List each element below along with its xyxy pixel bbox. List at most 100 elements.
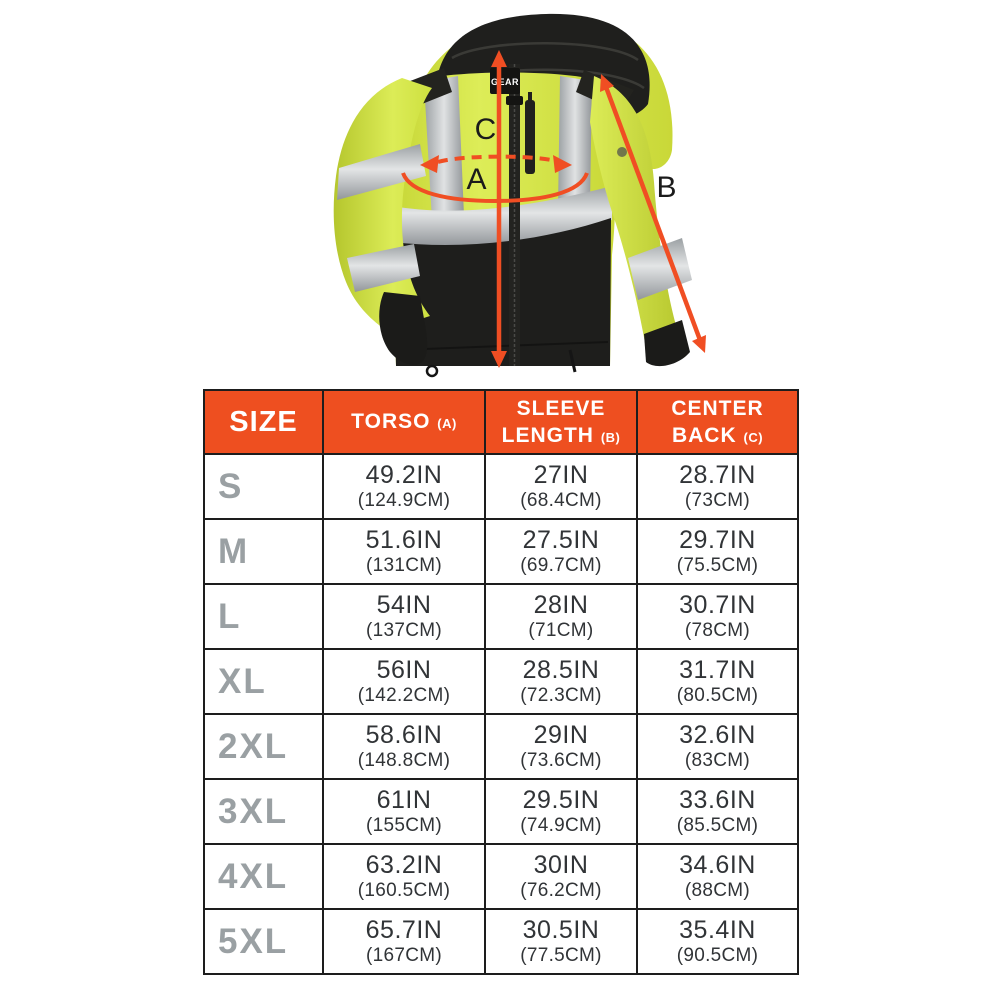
- torso-cm: (124.9CM): [357, 490, 451, 512]
- back-inches: 31.7IN: [679, 655, 756, 684]
- chest-pocket-zipper: [525, 100, 535, 174]
- sleeve-inches: 27IN: [533, 460, 589, 489]
- sleeve-cell: 30.5IN (77.5CM): [484, 908, 638, 975]
- torso-cell: 51.6IN (131CM): [322, 518, 486, 585]
- sleeve-cell: 30IN (76.2CM): [484, 843, 638, 910]
- sleeve-cell: 28IN (71CM): [484, 583, 638, 650]
- torso-inches: 54IN: [376, 590, 432, 619]
- torso-inches: 56IN: [376, 655, 432, 684]
- size-label: L: [203, 583, 324, 650]
- size-table-header: SIZE TORSO (A) SLEEVE LENGTH (B) CENTER: [203, 389, 799, 455]
- sleeve-inches: 29IN: [533, 720, 589, 749]
- hem-seam: [397, 341, 609, 351]
- torso-cell: 54IN (137CM): [322, 583, 486, 650]
- reflective-stripe-left: [424, 76, 464, 220]
- back-cell: 28.7IN (73CM): [636, 453, 799, 520]
- torso-cm: (131CM): [365, 555, 442, 577]
- table-row: 5XL 65.7IN (167CM) 30.5IN (77.5CM) 35.4I…: [203, 908, 799, 975]
- col-header-back: CENTER BACK (C): [636, 389, 799, 455]
- collar-knit-line: [451, 42, 639, 62]
- sleeve-cm: (73.6CM): [520, 750, 602, 772]
- torso-cell: 61IN (155CM): [322, 778, 486, 845]
- size-label: XL: [203, 648, 324, 715]
- size-table: SIZE TORSO (A) SLEEVE LENGTH (B) CENTER: [203, 389, 799, 975]
- back-inches: 33.6IN: [679, 785, 756, 814]
- back-cell: 31.7IN (80.5CM): [636, 648, 799, 715]
- back-inches: 29.7IN: [679, 525, 756, 554]
- torso-header-key: (A): [437, 416, 457, 432]
- torso-inches: 63.2IN: [365, 850, 443, 879]
- sleeve-cell: 29IN (73.6CM): [484, 713, 638, 780]
- sleeve-cm: (74.9CM): [520, 815, 602, 837]
- back-cell: 32.6IN (83CM): [636, 713, 799, 780]
- size-label: 2XL: [203, 713, 324, 780]
- sleeve-cm: (72.3CM): [520, 685, 602, 707]
- back-header-line1: CENTER: [671, 396, 764, 420]
- table-row: 3XL 61IN (155CM) 29.5IN (74.9CM) 33.6IN …: [203, 778, 799, 845]
- sleeve-logo-icon: [617, 147, 627, 157]
- drawcord-loop: [425, 364, 439, 378]
- torso-inches: 61IN: [376, 785, 432, 814]
- torso-cell: 58.6IN (148.8CM): [322, 713, 486, 780]
- lower-black-panel: [393, 218, 611, 366]
- back-inches: 28.7IN: [679, 460, 756, 489]
- sleeve-cell: 28.5IN (72.3CM): [484, 648, 638, 715]
- back-cell: 30.7IN (78CM): [636, 583, 799, 650]
- size-label: M: [203, 518, 324, 585]
- jacket-illustration: GEAR C A B: [333, 13, 706, 378]
- reflective-band-left-upper: [337, 144, 426, 200]
- table-row: XL 56IN (142.2CM) 28.5IN (72.3CM) 31.7IN…: [203, 648, 799, 715]
- torso-cell: 56IN (142.2CM): [322, 648, 486, 715]
- sleeve-inches: 30IN: [533, 850, 589, 879]
- table-row: S 49.2IN (124.9CM) 27IN (68.4CM) 28.7IN …: [203, 453, 799, 520]
- back-cm: (78CM): [684, 620, 751, 642]
- torso-header-text: TORSO: [351, 410, 431, 434]
- back-inches: 34.6IN: [679, 850, 756, 879]
- table-row: 4XL 63.2IN (160.5CM) 30IN (76.2CM) 34.6I…: [203, 843, 799, 910]
- zipper-pull: [506, 96, 523, 105]
- size-table-section: SIZE TORSO (A) SLEEVE LENGTH (B) CENTER: [203, 389, 799, 975]
- back-arrow-c: [491, 50, 507, 368]
- cuff-left-glove: [379, 292, 428, 365]
- back-cm: (88CM): [684, 880, 751, 902]
- back-header-line2: BACK: [671, 424, 737, 447]
- torso-cm: (142.2CM): [357, 685, 451, 707]
- back-cm: (85.5CM): [676, 815, 759, 837]
- torso-cell: 63.2IN (160.5CM): [322, 843, 486, 910]
- sleeve-inches: 28.5IN: [522, 655, 600, 684]
- sleeve-cm: (69.7CM): [520, 555, 602, 577]
- size-label: 4XL: [203, 843, 324, 910]
- torso-cm: (148.8CM): [357, 750, 451, 772]
- sleeve-arrow-b: [600, 74, 706, 353]
- jacket-measurement-figure: GEAR C A B: [0, 0, 1000, 388]
- drawcord: [568, 349, 577, 373]
- sleeve-inches: 29.5IN: [522, 785, 600, 814]
- size-label: 5XL: [203, 908, 324, 975]
- back-inches: 35.4IN: [679, 915, 756, 944]
- torso-arrow-a: [401, 154, 589, 204]
- sleeve-header-line2: LENGTH: [501, 424, 594, 447]
- torso-cell: 49.2IN (124.9CM): [322, 453, 486, 520]
- brand-tag: GEAR: [490, 68, 520, 94]
- label-sleeve-b: B: [656, 171, 677, 204]
- col-header-torso: TORSO (A): [322, 389, 486, 455]
- torso-cell: 65.7IN (167CM): [322, 908, 486, 975]
- size-label: 3XL: [203, 778, 324, 845]
- torso-inches: 65.7IN: [365, 915, 443, 944]
- size-label: S: [203, 453, 324, 520]
- back-cm: (75.5CM): [676, 555, 759, 577]
- sleeve-header-key: (B): [600, 430, 621, 445]
- back-cm: (90.5CM): [676, 945, 759, 967]
- back-cell: 29.7IN (75.5CM): [636, 518, 799, 585]
- sleeve-cm: (77.5CM): [520, 945, 602, 967]
- table-row: M 51.6IN (131CM) 27.5IN (69.7CM) 29.7IN …: [203, 518, 799, 585]
- brand-tag-text: GEAR: [491, 77, 519, 87]
- sleeve-header-line1: SLEEVE: [516, 396, 606, 420]
- sleeve-inches: 30.5IN: [522, 915, 600, 944]
- reflective-band-right-forearm: [628, 238, 692, 300]
- sleeve-cell: 27IN (68.4CM): [484, 453, 638, 520]
- torso-inches: 58.6IN: [365, 720, 443, 749]
- sleeve-cell: 29.5IN (74.9CM): [484, 778, 638, 845]
- sleeve-cm: (76.2CM): [520, 880, 602, 902]
- table-row: 2XL 58.6IN (148.8CM) 29IN (73.6CM) 32.6I…: [203, 713, 799, 780]
